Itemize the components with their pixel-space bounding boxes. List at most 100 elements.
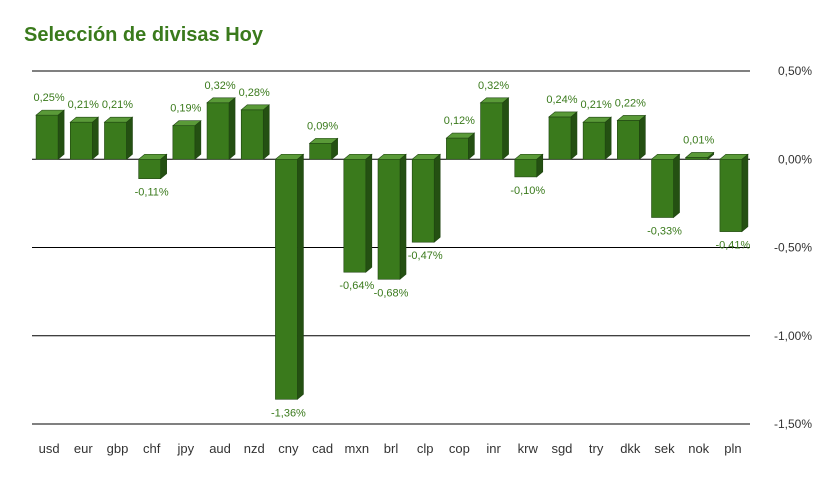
bar-pln bbox=[719, 153, 749, 233]
bar-top bbox=[411, 153, 442, 160]
bar-brl bbox=[377, 153, 407, 280]
bar-top bbox=[172, 120, 202, 127]
bar-sek bbox=[650, 153, 681, 219]
value-label: -0,11% bbox=[135, 187, 169, 199]
bar-side bbox=[502, 97, 509, 160]
bar-front bbox=[548, 116, 572, 160]
bar-front bbox=[69, 121, 93, 160]
value-label: 0,25% bbox=[33, 92, 64, 104]
bar-front bbox=[172, 125, 196, 160]
chart-title: Selección de divisas Hoy bbox=[24, 24, 263, 46]
x-tick-label: sgd bbox=[551, 441, 572, 456]
value-label: 0,32% bbox=[204, 80, 235, 92]
bar-side bbox=[57, 109, 65, 160]
x-tick-label: sek bbox=[654, 441, 675, 456]
x-tick-label: chf bbox=[143, 441, 161, 456]
bar-side bbox=[639, 114, 646, 160]
y-tick-label: -1,50% bbox=[774, 417, 812, 431]
bar-front bbox=[719, 158, 743, 232]
bar-side bbox=[365, 153, 373, 273]
bar-top bbox=[206, 97, 236, 104]
bar-top bbox=[342, 153, 373, 160]
value-label: 0,21% bbox=[68, 99, 99, 111]
bar-front bbox=[35, 114, 59, 160]
bar-front bbox=[377, 158, 401, 280]
value-label: -0,64% bbox=[339, 280, 374, 292]
bar-top bbox=[103, 116, 134, 123]
bar-top bbox=[513, 153, 544, 160]
bar-side bbox=[262, 104, 270, 160]
value-label: 0,22% bbox=[615, 97, 646, 109]
bar-nok bbox=[684, 151, 715, 161]
bar-front bbox=[138, 158, 161, 179]
bar-top bbox=[650, 153, 681, 160]
value-label: -0,33% bbox=[647, 225, 682, 237]
bar-side bbox=[126, 116, 133, 160]
x-tick-label: brl bbox=[384, 441, 399, 456]
bar-mxn bbox=[342, 153, 373, 273]
bar-front bbox=[343, 158, 367, 273]
bar-side bbox=[297, 153, 304, 400]
bar-cny bbox=[274, 153, 305, 400]
bar-top bbox=[377, 153, 407, 160]
bar-top bbox=[137, 153, 168, 160]
bar-front bbox=[240, 109, 264, 160]
x-tick-label: cop bbox=[449, 441, 470, 456]
bar-front bbox=[480, 102, 503, 160]
bar-usd bbox=[35, 109, 65, 160]
bar-front bbox=[309, 143, 332, 160]
bar-top bbox=[684, 152, 715, 158]
bar-side bbox=[570, 111, 578, 160]
bar-front bbox=[514, 158, 538, 178]
y-tick-label: 0,00% bbox=[778, 152, 812, 166]
value-labels: 0,25%0,21% 0,21%-0,11%0,19%0,32%0,28%-1,3… bbox=[33, 80, 750, 420]
y-axis-tick-labels: 0,50% 0,00% -0,50% -1,00% -1,50% bbox=[774, 64, 812, 431]
bar-clp bbox=[411, 153, 442, 243]
y-tick-label: 0,50% bbox=[778, 64, 812, 78]
x-tick-label: inr bbox=[486, 441, 501, 456]
bar-krw bbox=[513, 153, 544, 178]
bar-front bbox=[617, 120, 640, 160]
value-label: 0,01% bbox=[683, 134, 714, 146]
x-tick-label: nok bbox=[688, 441, 709, 456]
bar-top bbox=[445, 132, 476, 139]
bar-try bbox=[582, 116, 612, 160]
bars bbox=[35, 97, 749, 400]
bar-front bbox=[651, 158, 674, 218]
x-tick-label: gbp bbox=[107, 441, 129, 456]
bar-cad bbox=[308, 137, 339, 160]
value-label: -0,68% bbox=[374, 287, 409, 299]
bar-top bbox=[582, 116, 612, 123]
bar-side bbox=[91, 116, 99, 160]
bar-aud bbox=[206, 97, 236, 160]
x-tick-label: dkk bbox=[620, 441, 641, 456]
bar-front bbox=[582, 121, 606, 160]
x-tick-label: cny bbox=[278, 441, 299, 456]
bar-top bbox=[479, 97, 510, 104]
value-label: 0,12% bbox=[444, 115, 475, 127]
bar-top bbox=[274, 153, 305, 160]
x-tick-label: pln bbox=[724, 441, 741, 456]
bar-top bbox=[548, 111, 578, 118]
bar-side bbox=[741, 153, 749, 233]
value-label: 0,09% bbox=[307, 120, 338, 132]
bar-front bbox=[104, 121, 127, 160]
bar-side bbox=[433, 153, 441, 243]
bar-top bbox=[69, 116, 100, 123]
bar-jpy bbox=[172, 120, 202, 160]
x-tick-label: eur bbox=[74, 441, 93, 456]
x-tick-label: usd bbox=[39, 441, 60, 456]
y-tick-label: -1,00% bbox=[774, 329, 812, 343]
value-label: 0,21% bbox=[102, 99, 133, 111]
y-tick-label: -0,50% bbox=[774, 241, 812, 255]
x-tick-label: nzd bbox=[244, 441, 265, 456]
bar-front bbox=[411, 158, 435, 243]
x-tick-label: cad bbox=[312, 441, 333, 456]
value-label: 0,28% bbox=[239, 87, 270, 99]
bar-side bbox=[604, 116, 612, 160]
bar-front bbox=[446, 137, 469, 160]
x-tick-label: mxn bbox=[345, 441, 370, 456]
bar-nzd bbox=[240, 104, 271, 160]
value-label: 0,24% bbox=[546, 94, 577, 106]
